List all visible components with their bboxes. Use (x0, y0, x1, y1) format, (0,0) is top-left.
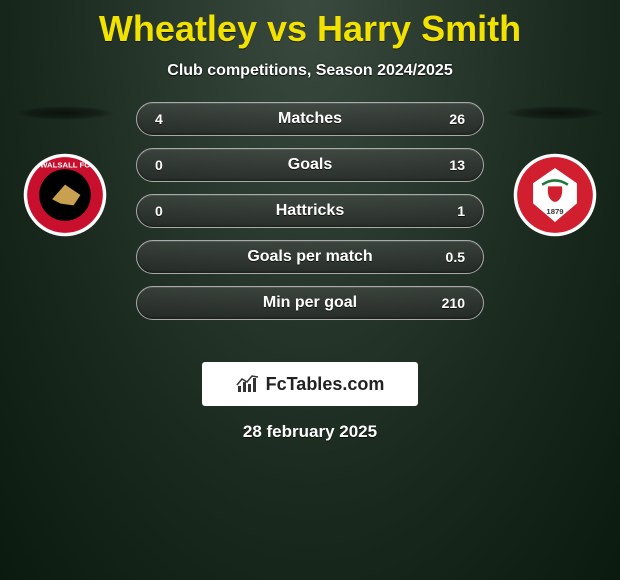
svg-text:WALSALL FC: WALSALL FC (40, 160, 90, 169)
stat-label: Matches (278, 110, 342, 128)
player-shadow-left (15, 106, 115, 120)
comparison-date: 28 february 2025 (0, 422, 620, 442)
chart-icon (236, 374, 260, 394)
subtitle: Club competitions, Season 2024/2025 (0, 62, 620, 80)
stat-right-value: 0.5 (435, 249, 465, 265)
left-side: WALSALL FC (0, 102, 130, 342)
page-title: Wheatley vs Harry Smith (0, 0, 620, 50)
svg-text:1879: 1879 (546, 207, 564, 216)
stat-row: 0 Hattricks 1 (136, 194, 484, 228)
comparison-panel: WALSALL FC 4 Matches 26 0 Goals 13 0 Hat… (0, 102, 620, 342)
stat-left-value: 0 (155, 157, 185, 173)
team-crest-left: WALSALL FC (22, 152, 108, 238)
stat-right-value: 13 (435, 157, 465, 173)
branding-text: FcTables.com (266, 374, 385, 395)
stat-row: 0 Goals 13 (136, 148, 484, 182)
stats-list: 4 Matches 26 0 Goals 13 0 Hattricks 1 Go… (130, 102, 490, 342)
stat-label: Goals (288, 156, 332, 174)
stat-label: Min per goal (263, 294, 357, 312)
stat-row: Min per goal 210 (136, 286, 484, 320)
branding-badge: FcTables.com (202, 362, 418, 406)
stat-label: Hattricks (276, 202, 344, 220)
stat-row: 4 Matches 26 (136, 102, 484, 136)
stat-left-value: 4 (155, 111, 185, 127)
right-side: 1879 (490, 102, 620, 342)
stat-left-value: 0 (155, 203, 185, 219)
stat-right-value: 26 (435, 111, 465, 127)
stat-row: Goals per match 0.5 (136, 240, 484, 274)
player-shadow-right (505, 106, 605, 120)
stat-label: Goals per match (247, 248, 372, 266)
stat-right-value: 210 (435, 295, 465, 311)
team-crest-right: 1879 (512, 152, 598, 238)
stat-right-value: 1 (435, 203, 465, 219)
